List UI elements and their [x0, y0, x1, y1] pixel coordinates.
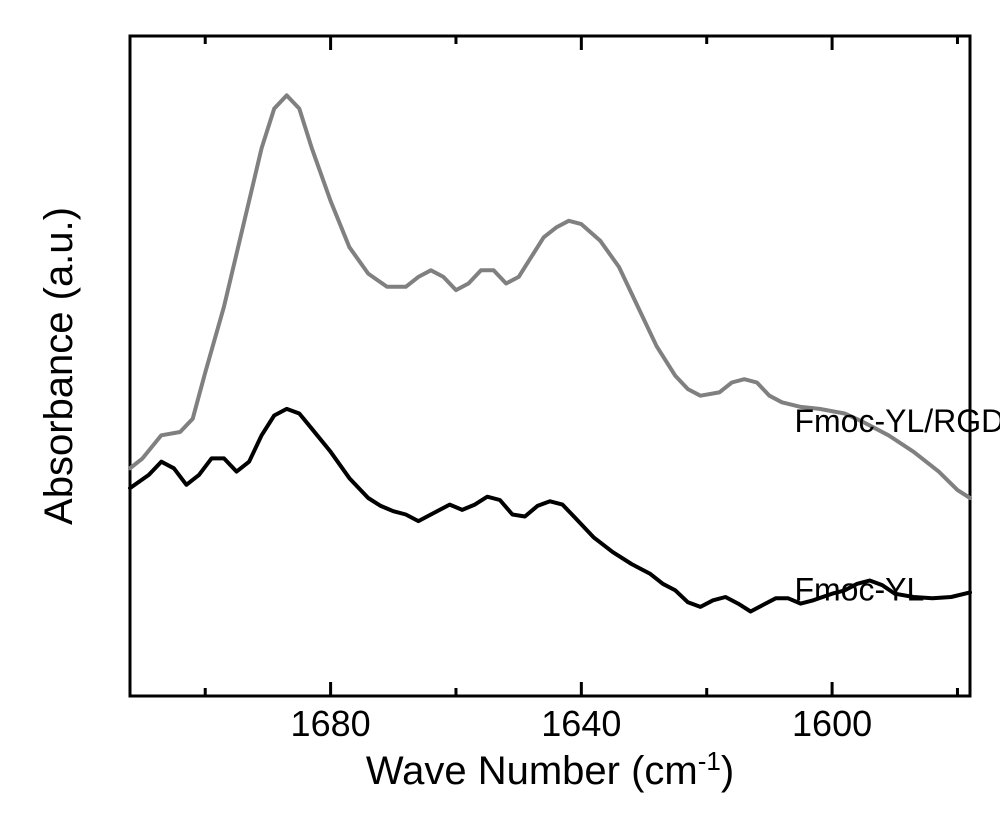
series-label: Fmoc-YL — [794, 571, 924, 607]
x-tick-label: 1600 — [792, 703, 872, 744]
series-label: Fmoc-YL/RGD — [794, 403, 1000, 439]
ir-spectrum-chart: 1680 1640 1600 Wave Number (cm-1) Absorbance… — [0, 0, 1000, 830]
x-tick-label: 1640 — [541, 703, 621, 744]
x-tick-label: 1680 — [291, 703, 371, 744]
x-axis-label: Wave Number (cm-1) — [366, 746, 734, 793]
y-axis-label: Absorbance (a.u.) — [37, 207, 81, 525]
chart-svg: 1680 1640 1600 Wave Number (cm-1) Absorbance… — [0, 0, 1000, 830]
